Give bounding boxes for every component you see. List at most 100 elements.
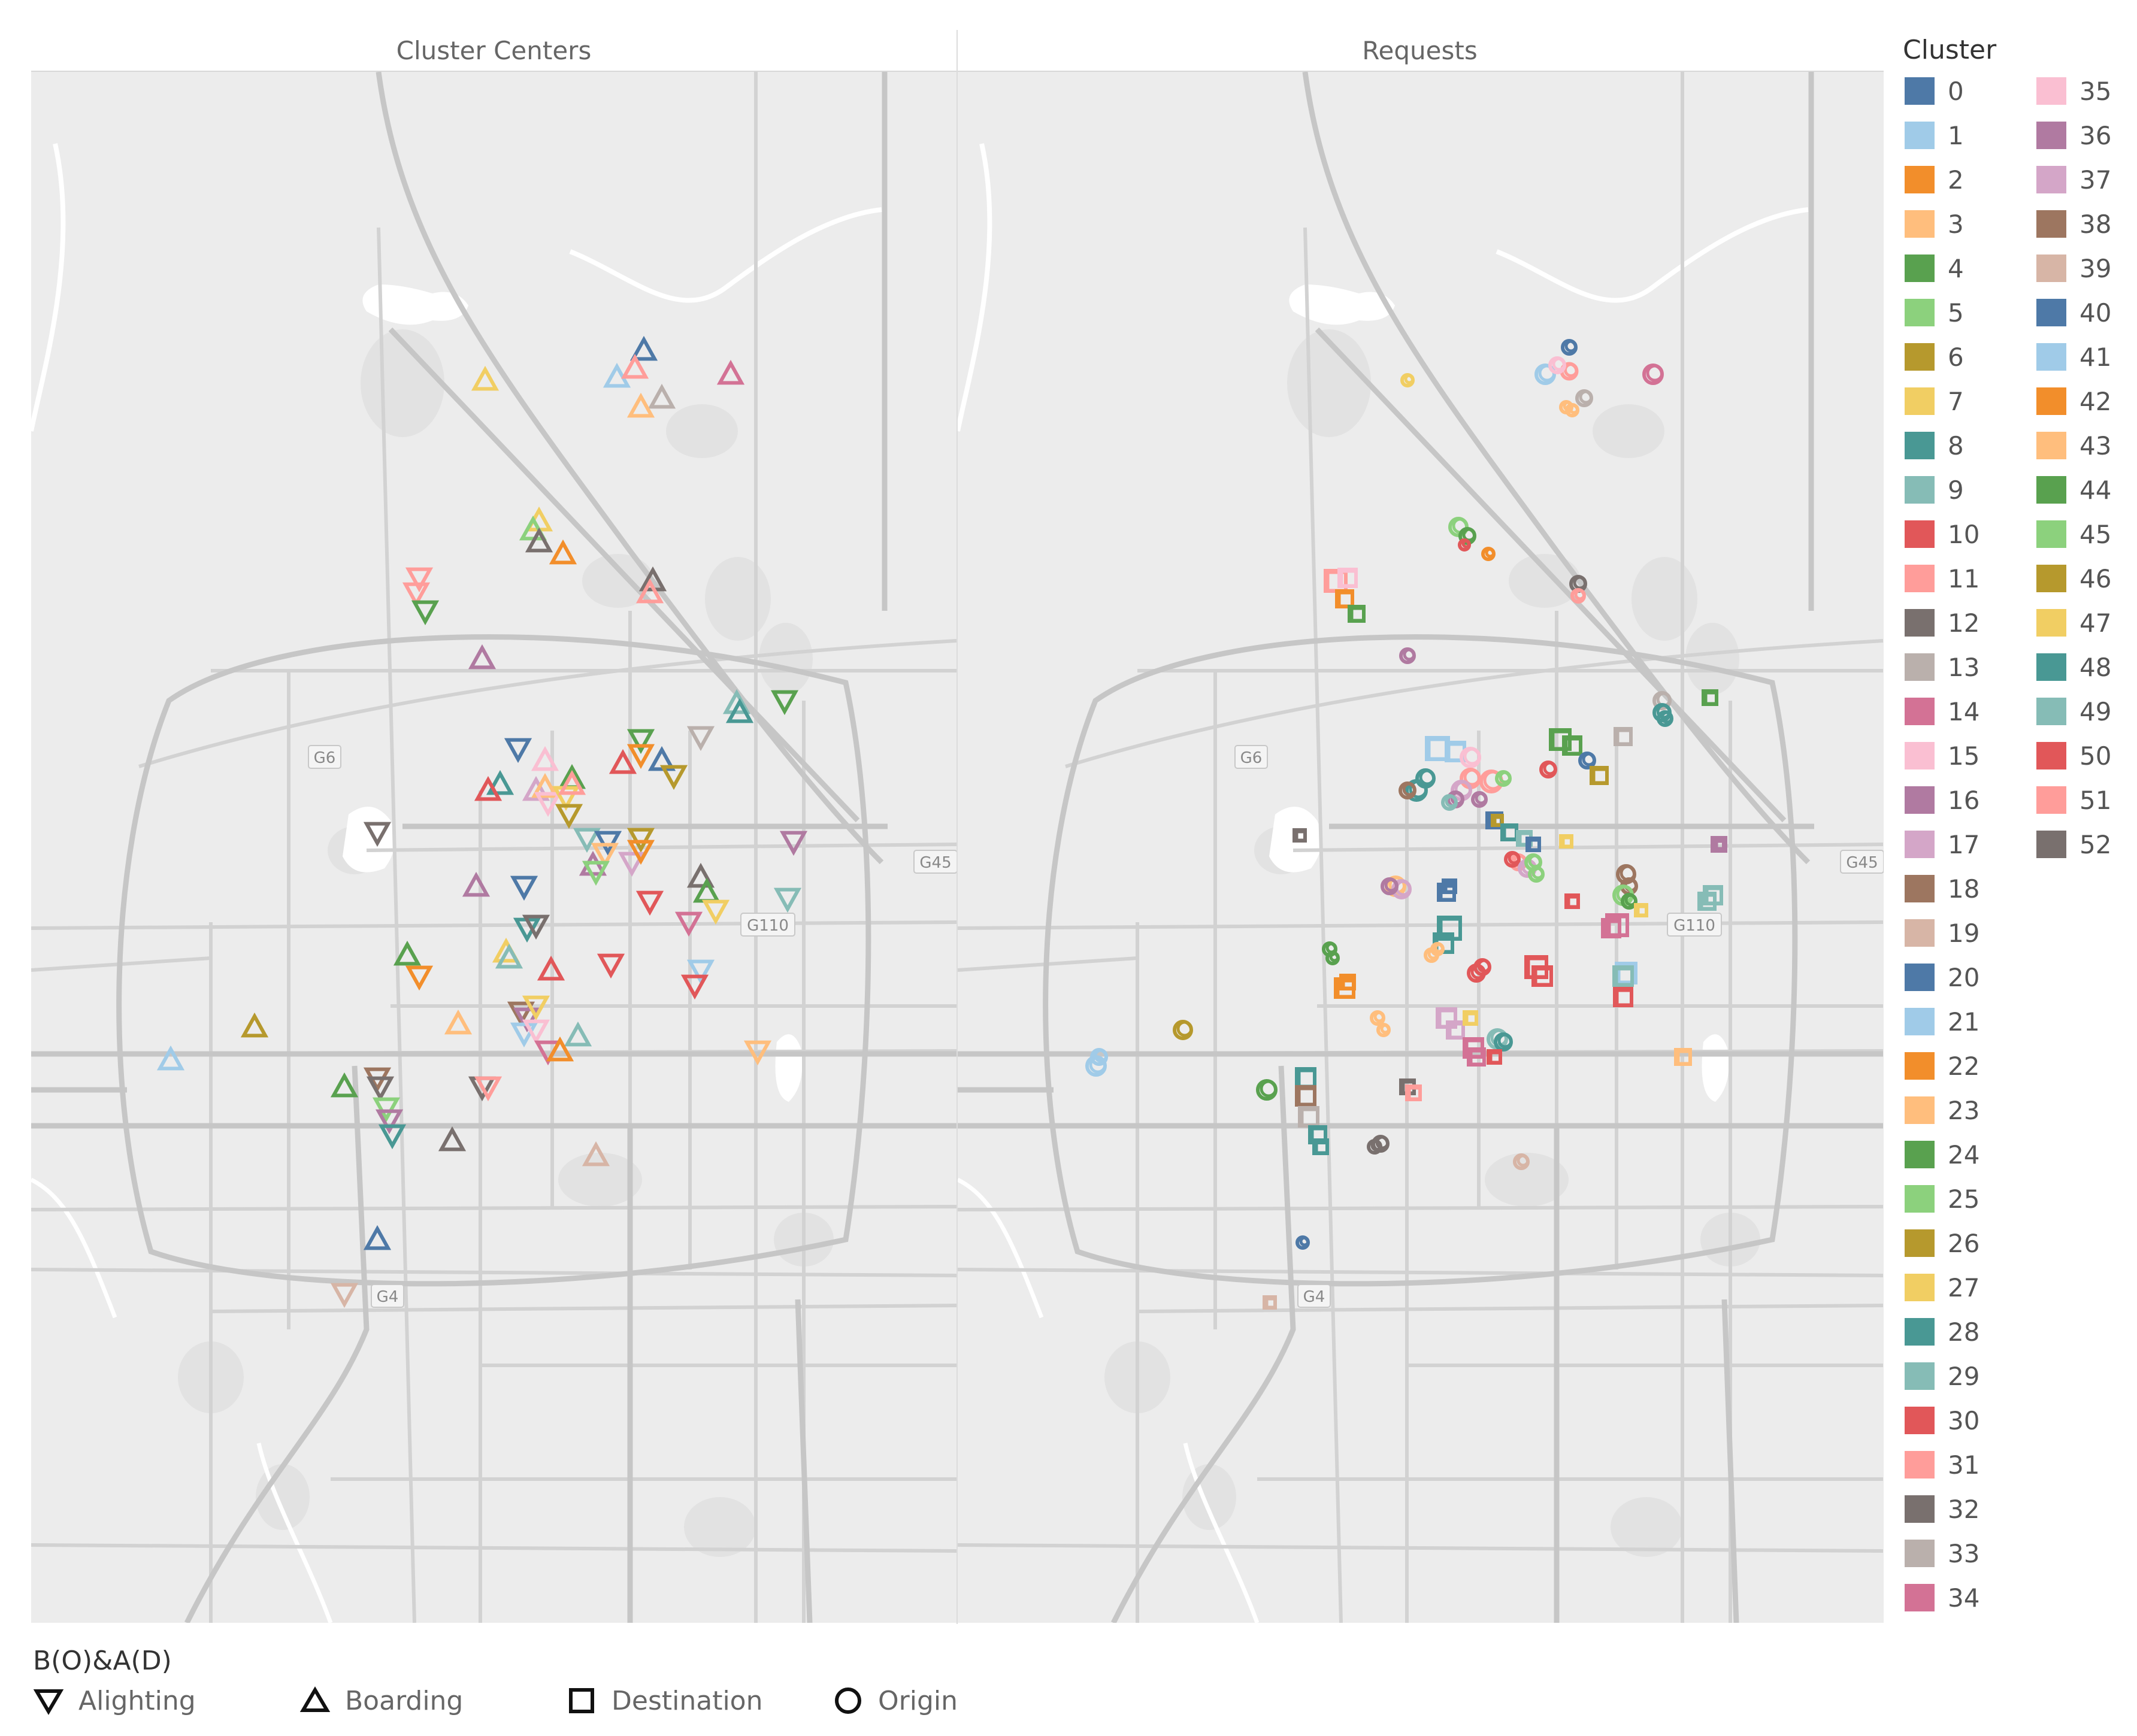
destination-request-mark[interactable] xyxy=(1700,893,1717,910)
boarding-center-mark[interactable] xyxy=(474,775,503,801)
cluster-legend-item[interactable]: 1 xyxy=(1905,121,1964,150)
destination-request-mark[interactable] xyxy=(1561,836,1573,848)
cluster-legend-item[interactable]: 46 xyxy=(2036,564,2111,593)
destination-request-mark[interactable] xyxy=(1448,1022,1465,1039)
shape-legend-item-origin[interactable]: Origin xyxy=(833,1684,958,1717)
cluster-legend-item[interactable]: 42 xyxy=(2036,387,2111,416)
alighting-center-mark[interactable] xyxy=(743,1040,772,1066)
destination-request-mark[interactable] xyxy=(1636,905,1648,917)
cluster-legend-item[interactable]: 41 xyxy=(2036,343,2111,372)
boarding-center-mark[interactable] xyxy=(647,746,676,771)
origin-request-mark[interactable] xyxy=(1508,852,1521,865)
destination-request-mark[interactable] xyxy=(1465,1012,1478,1025)
boarding-center-mark[interactable] xyxy=(363,1225,392,1250)
cluster-legend-item[interactable]: 39 xyxy=(2036,254,2111,283)
boarding-center-mark[interactable] xyxy=(537,955,565,981)
boarding-center-mark[interactable] xyxy=(647,383,676,409)
alighting-center-mark[interactable] xyxy=(522,995,550,1021)
boarding-center-mark[interactable] xyxy=(609,749,637,774)
destination-request-mark[interactable] xyxy=(1534,967,1553,986)
alighting-center-mark[interactable] xyxy=(405,567,434,593)
alighting-center-mark[interactable] xyxy=(411,600,440,626)
origin-request-mark[interactable] xyxy=(1646,364,1664,382)
destination-request-mark[interactable] xyxy=(1715,840,1726,850)
alighting-center-mark[interactable] xyxy=(405,965,434,991)
destination-request-mark[interactable] xyxy=(1615,989,1633,1007)
cluster-legend-item[interactable]: 23 xyxy=(1905,1096,1979,1125)
origin-request-mark[interactable] xyxy=(1531,867,1545,880)
boarding-center-mark[interactable] xyxy=(686,862,715,888)
destination-request-mark[interactable] xyxy=(1295,830,1307,842)
origin-request-mark[interactable] xyxy=(1380,1023,1391,1034)
origin-request-mark[interactable] xyxy=(1402,782,1416,796)
origin-request-mark[interactable] xyxy=(1552,357,1566,371)
cluster-legend-item[interactable]: 48 xyxy=(2036,653,2111,682)
alighting-center-mark[interactable] xyxy=(375,1109,404,1135)
boarding-center-mark[interactable] xyxy=(725,698,754,723)
alighting-center-mark[interactable] xyxy=(582,861,610,886)
origin-request-mark[interactable] xyxy=(1624,893,1637,907)
destination-request-mark[interactable] xyxy=(1265,1297,1277,1309)
destination-request-mark[interactable] xyxy=(1315,1140,1329,1155)
boarding-center-mark[interactable] xyxy=(468,644,497,669)
alighting-center-mark[interactable] xyxy=(686,726,715,752)
cluster-legend-item[interactable]: 25 xyxy=(1905,1184,1979,1214)
origin-request-mark[interactable] xyxy=(1089,1056,1107,1074)
cluster-legend-item[interactable]: 35 xyxy=(2036,77,2111,106)
destination-request-mark[interactable] xyxy=(1704,691,1718,705)
cluster-legend-item[interactable]: 0 xyxy=(1905,77,1964,106)
boarding-center-mark[interactable] xyxy=(629,335,658,361)
destination-request-mark[interactable] xyxy=(1350,607,1366,622)
cluster-legend-item[interactable]: 52 xyxy=(2036,830,2111,859)
alighting-center-mark[interactable] xyxy=(659,765,688,790)
alighting-center-mark[interactable] xyxy=(378,1124,407,1150)
alighting-center-mark[interactable] xyxy=(330,1283,359,1308)
origin-request-mark[interactable] xyxy=(1497,1033,1513,1049)
cluster-legend-item[interactable]: 45 xyxy=(2036,520,2111,549)
cluster-legend-item[interactable]: 16 xyxy=(1905,786,1979,815)
cluster-legend-item[interactable]: 24 xyxy=(1905,1140,1979,1170)
boarding-center-mark[interactable] xyxy=(522,775,550,801)
alighting-center-mark[interactable] xyxy=(674,911,703,937)
cluster-legend-item[interactable]: 38 xyxy=(2036,210,2111,239)
destination-request-mark[interactable] xyxy=(1592,768,1609,784)
cluster-legend-item[interactable]: 20 xyxy=(1905,963,1979,992)
origin-request-mark[interactable] xyxy=(1574,589,1586,601)
destination-request-mark[interactable] xyxy=(1676,1050,1692,1065)
origin-request-mark[interactable] xyxy=(1370,1140,1382,1152)
cluster-legend-item[interactable]: 30 xyxy=(1905,1406,1979,1435)
cluster-legend-item[interactable]: 13 xyxy=(1905,653,1979,682)
cluster-legend-item[interactable]: 28 xyxy=(1905,1317,1979,1347)
boarding-center-mark[interactable] xyxy=(240,1012,269,1038)
alighting-center-mark[interactable] xyxy=(366,1076,395,1102)
boarding-center-mark[interactable] xyxy=(495,943,523,969)
alighting-center-mark[interactable] xyxy=(372,1097,401,1123)
origin-request-mark[interactable] xyxy=(1656,704,1672,719)
origin-request-mark[interactable] xyxy=(1462,528,1476,542)
cluster-legend-item[interactable]: 47 xyxy=(2036,608,2111,638)
alighting-center-mark[interactable] xyxy=(573,828,601,853)
alighting-center-mark[interactable] xyxy=(474,1076,503,1102)
alighting-center-mark[interactable] xyxy=(510,875,538,901)
cluster-legend-item[interactable]: 6 xyxy=(1905,343,1964,372)
origin-request-mark[interactable] xyxy=(1094,1049,1108,1063)
cluster-legend-item[interactable]: 18 xyxy=(1905,874,1979,904)
destination-request-mark[interactable] xyxy=(1564,737,1582,755)
cluster-legend-item[interactable]: 26 xyxy=(1905,1229,1979,1258)
origin-request-mark[interactable] xyxy=(1582,752,1596,766)
origin-request-mark[interactable] xyxy=(1475,792,1488,805)
boarding-center-mark[interactable] xyxy=(156,1045,185,1071)
origin-request-mark[interactable] xyxy=(1329,952,1340,962)
destination-request-mark[interactable] xyxy=(1567,895,1580,908)
boarding-center-mark[interactable] xyxy=(486,769,514,795)
alighting-center-mark[interactable] xyxy=(626,828,655,853)
cluster-legend-item[interactable]: 9 xyxy=(1905,475,1964,505)
shape-legend-item-boarding[interactable]: Boarding xyxy=(299,1684,463,1717)
cluster-legend-item[interactable]: 19 xyxy=(1905,919,1979,948)
origin-request-mark[interactable] xyxy=(1485,547,1496,558)
origin-request-mark[interactable] xyxy=(1573,575,1587,590)
boarding-center-mark[interactable] xyxy=(471,365,500,391)
boarding-center-mark[interactable] xyxy=(603,362,631,388)
destination-request-mark[interactable] xyxy=(1616,729,1633,746)
destination-request-mark[interactable] xyxy=(1342,975,1356,990)
